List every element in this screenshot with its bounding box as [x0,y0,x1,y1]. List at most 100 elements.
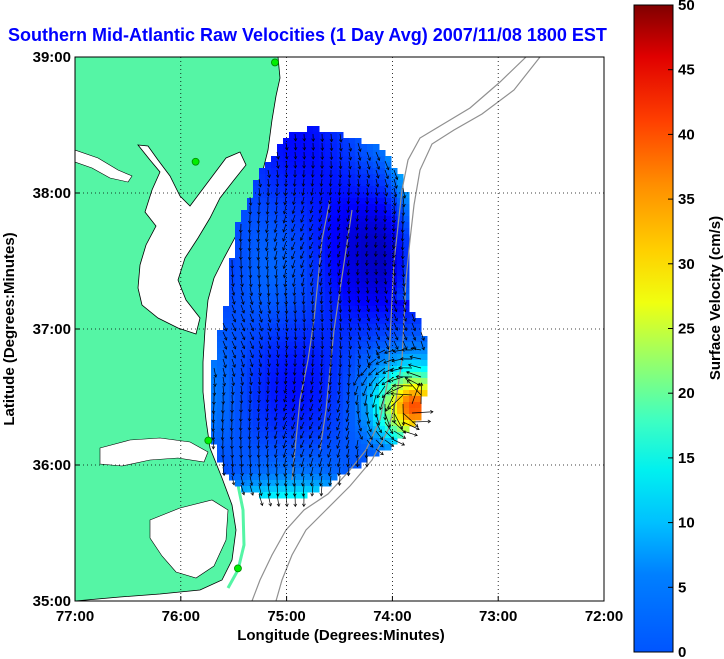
velocity-arrow [360,367,368,376]
velocity-arrowhead [238,247,243,252]
velocity-arrow [375,304,379,312]
velocity-arrowhead [292,183,297,188]
velocity-cell [361,444,368,451]
isobath-shelf-break [251,57,527,601]
velocity-arrowhead [276,156,280,160]
velocity-arrowhead [365,290,370,294]
velocity-cell [259,474,266,481]
velocity-cell [361,162,368,169]
velocity-arrowhead [336,445,340,449]
velocity-cell [361,342,368,349]
velocity-cell [367,384,374,391]
velocity-cell [325,276,332,283]
velocity-arrow [310,466,314,477]
velocity-cell [259,444,266,451]
velocity-cell [379,324,386,331]
velocity-cell [361,312,368,319]
velocity-arrow [357,178,360,187]
velocity-arrowhead [257,381,262,386]
velocity-cell [241,342,248,349]
velocity-arrow [366,358,370,369]
velocity-arrowhead [320,147,325,152]
velocity-arrowhead [393,291,397,295]
velocity-arrowhead [239,445,243,450]
velocity-cell [313,486,320,493]
velocity-cell [253,336,260,343]
velocity-arrowhead [371,404,376,409]
velocity-cell [265,306,272,313]
velocity-arrow [293,187,296,196]
velocity-cell [373,360,380,367]
velocity-arrow [329,475,332,486]
velocity-cell [259,180,266,187]
velocity-cell [349,354,356,361]
velocity-cell [385,276,392,283]
velocity-arrow [249,367,253,376]
velocity-arrowhead [357,336,362,341]
velocity-arrow [240,484,245,495]
velocity-arrow [348,142,352,152]
velocity-cell [295,264,302,271]
velocity-cell [235,426,242,433]
velocity-cell [343,150,350,157]
velocity-arrowhead [291,426,295,430]
velocity-arrow [338,385,341,395]
velocity-cell [331,390,338,397]
velocity-arrowhead [366,183,370,188]
velocity-arrowhead [329,318,334,323]
velocity-arrowhead [266,483,271,487]
velocity-cell [313,186,320,193]
velocity-cell [343,270,350,277]
velocity-arrow [221,421,224,431]
velocity-cell [385,210,392,217]
velocity-arrowhead [356,201,360,205]
velocity-cell [367,294,374,301]
velocity-cell [337,192,344,199]
velocity-arrow [365,241,368,248]
velocity-arrow [347,394,350,404]
velocity-cell [385,348,392,355]
velocity-arrowhead [320,309,324,314]
velocity-arrowhead [381,381,386,386]
colorbar-label: Surface Velocity (cm/s) [707,216,724,380]
velocity-cell [343,468,350,475]
velocity-cell [313,192,320,199]
velocity-arrowhead [375,192,379,197]
velocity-arrowhead [293,310,297,314]
velocity-cell [325,210,332,217]
velocity-cell [289,306,296,313]
velocity-cell [397,234,404,241]
velocity-arrow [320,376,323,385]
velocity-cell [235,402,242,409]
velocity-arrowhead [365,412,369,416]
velocity-arrow [303,331,305,340]
velocity-cell [391,318,398,325]
velocity-cell [379,174,386,181]
velocity-arrow [402,304,406,312]
velocity-arrow [284,277,287,287]
velocity-cell [247,372,254,379]
velocity-arrowhead [249,381,253,386]
velocity-arrow [283,214,287,224]
velocity-arrowhead [364,262,369,267]
velocity-cell [361,396,368,403]
velocity-cell [325,414,332,421]
velocity-arrow [302,187,305,196]
velocity-arrow [301,205,305,214]
velocity-arrow [357,430,363,440]
velocity-arrowhead [403,327,408,332]
velocity-arrowhead [367,362,372,366]
velocity-cell [253,270,260,277]
velocity-arrowhead [310,363,315,368]
velocity-arrow [366,439,374,448]
velocity-arrowhead [403,336,408,341]
velocity-arrowhead [320,354,324,359]
velocity-cell [277,414,284,421]
velocity-cell [331,204,338,211]
velocity-cell [367,264,374,271]
velocity-cell [301,444,308,451]
velocity-cell [379,216,386,223]
velocity-arrowhead [328,372,333,377]
velocity-cell [277,228,284,235]
velocity-arrowhead [347,300,352,304]
